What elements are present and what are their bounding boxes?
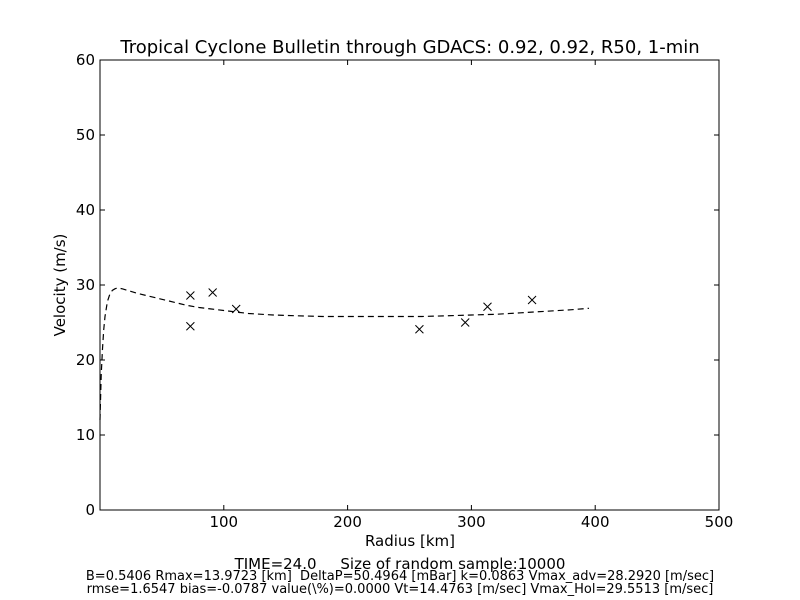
observation-point [186,321,195,331]
y-tick-label: 20 [76,351,95,369]
data-layer [99,287,590,421]
y-tick-label: 0 [85,501,95,519]
footer-statistics: rmse=1.6547 bias=-0.0787 value(\%)=0.000… [86,582,714,597]
plot-frame [99,59,720,511]
fit-curve-line [99,287,590,421]
x-tick-label: 300 [457,513,486,531]
y-tick-label: 40 [76,201,95,219]
observation-point [231,304,241,314]
x-tick-label: 500 [705,513,734,531]
y-axis-label: Velocity (m/s) [51,234,69,337]
y-tick-label: 30 [76,276,95,294]
observation-point [208,288,218,297]
x-tick-label: 400 [581,513,610,531]
y-tick-label: 10 [76,426,95,444]
y-tick-label: 50 [76,126,95,144]
y-tick-label: 60 [76,51,95,69]
footer-parameters: B=0.5406 Rmax=13.9723 [km] DeltaP=50.496… [85,569,715,584]
observation-point [527,295,537,305]
ticks-layer: 100 200 300 400 500 0 10 20 30 40 50 60 [76,51,733,531]
observation-point [186,291,195,300]
x-tick-label: 200 [333,513,362,531]
footer-time-sample: TIME=24.0 Size of random sample:10000 [234,555,566,573]
observation-point [483,302,492,312]
chart-title: Tropical Cyclone Bulletin through GDACS:… [119,37,699,58]
observation-point [415,324,424,334]
observation-point [460,318,470,327]
x-axis-label: Radius [km] [365,532,455,550]
x-tick-label: 100 [209,513,238,531]
